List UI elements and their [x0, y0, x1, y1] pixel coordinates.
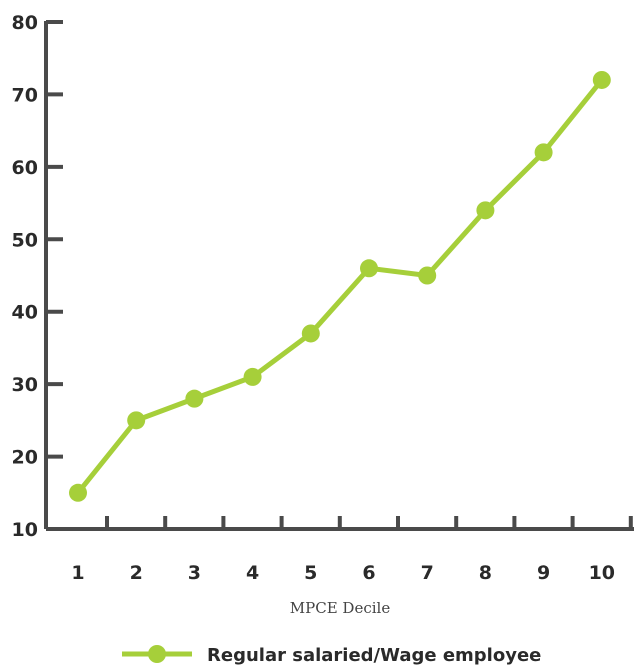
data-point — [69, 483, 87, 502]
series-group — [69, 70, 611, 502]
x-tick-label: 6 — [362, 562, 375, 584]
y-tick-label: 60 — [12, 157, 38, 179]
y-tick-label: 80 — [12, 12, 38, 34]
y-tick-label: 10 — [12, 519, 38, 541]
data-point — [301, 324, 320, 343]
x-axis-ticks: 1 2 3 4 5 6 7 8 9 10 — [71, 516, 633, 584]
x-tick-label: 1 — [71, 562, 84, 584]
x-tick-label: 2 — [130, 562, 143, 584]
y-tick-label: 20 — [12, 447, 38, 469]
legend-label: Regular salaried/Wage employee — [207, 645, 541, 666]
data-point — [418, 266, 437, 285]
data-point — [243, 367, 262, 386]
data-point — [185, 389, 204, 408]
x-tick-label: 3 — [188, 562, 201, 584]
x-tick-label: 8 — [479, 562, 492, 584]
y-tick-label: 30 — [12, 374, 38, 396]
x-tick-label: 7 — [421, 562, 434, 584]
x-tick-label: 5 — [304, 562, 317, 584]
x-tick-label: 4 — [246, 562, 259, 584]
x-tick-label: 9 — [537, 562, 550, 584]
series-line — [76, 78, 604, 495]
x-axis-title: MPCE Decile — [290, 599, 391, 617]
data-point — [476, 201, 495, 220]
x-tick-label: 10 — [589, 562, 615, 584]
y-tick-label: 40 — [12, 302, 38, 324]
y-tick-label: 70 — [12, 84, 38, 106]
y-axis-ticks: 10 20 30 40 50 60 70 80 — [12, 12, 63, 541]
axes — [44, 21, 634, 531]
data-point — [592, 70, 611, 89]
data-point — [360, 259, 378, 278]
data-point — [534, 143, 553, 162]
legend-swatch-marker — [148, 645, 166, 663]
y-tick-label: 50 — [12, 229, 38, 251]
data-point — [127, 411, 146, 430]
legend: Regular salaried/Wage employee — [122, 645, 541, 666]
